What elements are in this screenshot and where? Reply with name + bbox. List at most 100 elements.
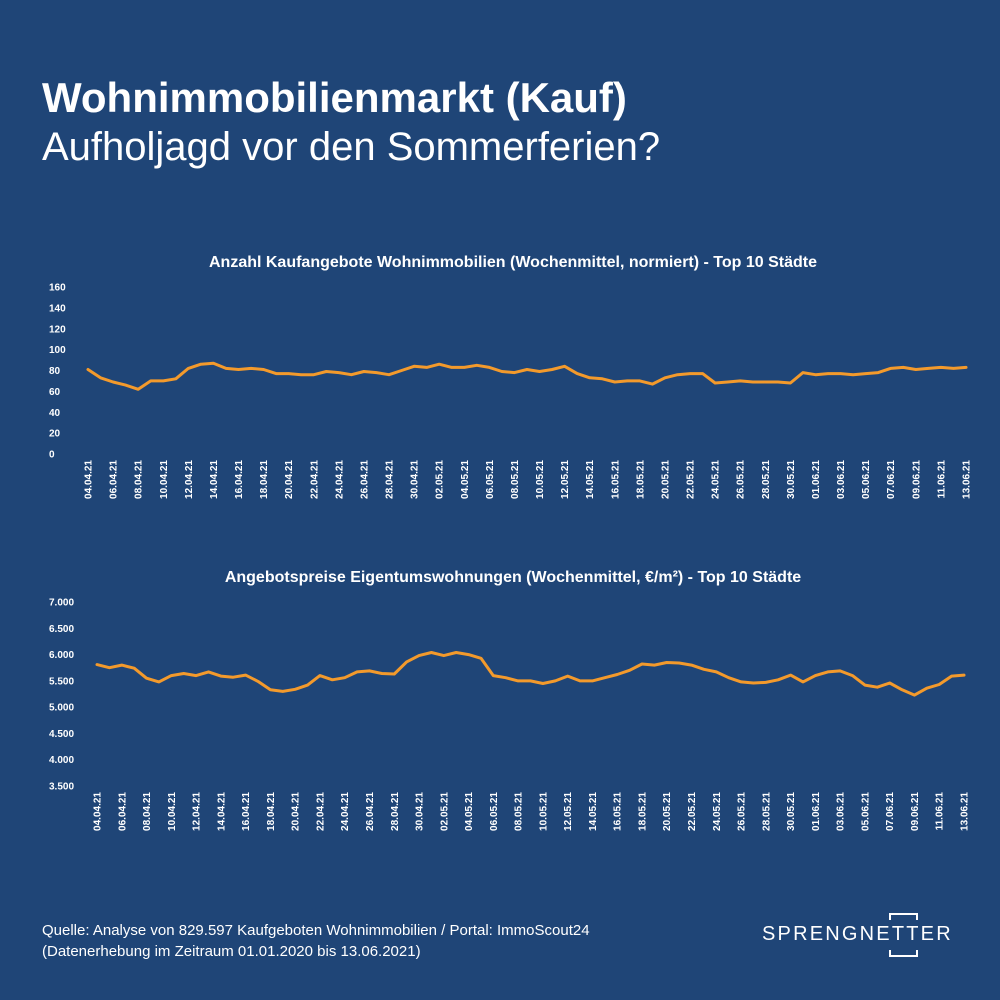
x-tick-label: 12.05.21 <box>560 460 571 499</box>
data-point <box>294 688 297 691</box>
data-point <box>425 366 428 369</box>
data-point <box>108 666 111 669</box>
x-tick-label: 16.04.21 <box>241 792 252 831</box>
data-point <box>640 662 644 666</box>
x-tick-label: 05.06.21 <box>860 792 871 831</box>
data-point <box>287 372 290 375</box>
x-tick-label: 14.05.21 <box>588 792 599 831</box>
data-point <box>939 366 943 369</box>
data-point <box>500 370 504 373</box>
data-point <box>504 676 507 679</box>
data-point <box>914 368 917 371</box>
x-tick-label: 08.05.21 <box>510 460 521 499</box>
data-point <box>616 673 619 676</box>
x-tick-label: 06.04.21 <box>109 460 120 499</box>
data-point <box>187 367 190 370</box>
x-tick-label: 18.04.21 <box>259 460 270 499</box>
data-point <box>538 370 541 373</box>
data-point <box>554 679 557 683</box>
x-tick-label: 14.04.21 <box>216 792 227 831</box>
x-tick-label: 26.04.21 <box>365 792 376 831</box>
y-tick-label: 160 <box>49 283 66 294</box>
x-tick-label: 12.04.21 <box>184 460 195 499</box>
data-point <box>576 372 579 375</box>
x-tick-label: 22.05.21 <box>686 460 697 499</box>
x-tick-label: 11.06.21 <box>936 460 947 499</box>
x-tick-label: 13.06.21 <box>960 792 971 831</box>
y-tick-label: 6.500 <box>49 624 74 635</box>
x-tick-label: 10.05.21 <box>538 792 549 831</box>
logo-bracket-icon <box>889 913 918 957</box>
data-point <box>764 380 767 384</box>
data-point <box>925 687 928 690</box>
data-point <box>237 368 240 371</box>
data-point <box>99 376 102 379</box>
data-point <box>727 676 730 679</box>
x-tick-label: 16.05.21 <box>610 460 621 499</box>
data-point <box>826 372 830 375</box>
data-point <box>274 372 278 375</box>
x-tick-label: 28.04.21 <box>390 792 401 831</box>
sprengnetter-logo: SPRENGNETTER <box>762 910 951 960</box>
x-tick-label: 04.04.21 <box>93 792 104 831</box>
data-point <box>450 366 453 369</box>
source-line: Quelle: Analyse von 829.597 Kaufgeboten … <box>42 922 590 939</box>
data-point <box>752 681 755 685</box>
x-tick-label: 02.05.21 <box>439 792 450 831</box>
data-point <box>412 365 416 368</box>
data-point <box>601 377 604 380</box>
x-tick-label: 18.05.21 <box>635 460 646 499</box>
data-point <box>492 674 495 677</box>
data-point <box>467 653 470 656</box>
x-tick-label: 22.04.21 <box>309 460 320 499</box>
data-point <box>677 661 681 665</box>
data-point <box>86 368 90 371</box>
data-point <box>715 670 718 674</box>
data-point <box>387 373 391 376</box>
data-point <box>653 663 656 667</box>
x-tick-label: 03.06.21 <box>836 792 847 831</box>
data-point <box>262 368 265 371</box>
source-note: Quelle: Analyse von 829.597 Kaufgeboten … <box>42 920 590 962</box>
x-tick-label: 03.06.21 <box>836 460 847 499</box>
x-tick-label: 06.04.21 <box>117 792 128 831</box>
y-tick-label: 3.500 <box>49 782 74 793</box>
chart-title: Anzahl Kaufangebote Wohnimmobilien (Woch… <box>209 254 817 271</box>
data-point <box>417 654 421 657</box>
x-tick-label: 01.06.21 <box>811 792 822 831</box>
page-title: Wohnimmobilienmarkt (Kauf) <box>42 74 627 121</box>
data-point <box>739 379 742 383</box>
x-tick-label: 30.04.21 <box>410 460 421 499</box>
x-tick-label: 10.05.21 <box>535 460 546 499</box>
x-tick-label: 12.05.21 <box>563 792 574 831</box>
x-tick-label: 14.04.21 <box>209 460 220 499</box>
data-point <box>362 370 366 373</box>
x-tick-label: 10.04.21 <box>167 792 178 831</box>
y-tick-label: 60 <box>49 387 61 398</box>
x-tick-label: 04.05.21 <box>464 792 475 831</box>
y-tick-label: 40 <box>49 408 61 419</box>
data-point <box>149 379 152 383</box>
data-point <box>789 673 792 677</box>
data-point <box>701 372 704 375</box>
y-tick-label: 5.000 <box>49 703 74 714</box>
x-tick-label: 26.04.21 <box>359 460 370 499</box>
data-point <box>170 674 173 677</box>
x-tick-label: 22.05.21 <box>687 792 698 831</box>
y-tick-label: 0 <box>49 450 55 461</box>
data-point <box>337 371 341 374</box>
x-tick-label: 06.05.21 <box>489 792 500 831</box>
data-point <box>244 673 247 677</box>
x-tick-label: 28.05.21 <box>761 792 772 831</box>
y-tick-label: 80 <box>49 366 61 377</box>
x-tick-label: 30.05.21 <box>786 792 797 831</box>
x-tick-label: 22.04.21 <box>315 792 326 831</box>
data-point <box>962 673 966 677</box>
data-point <box>405 660 408 664</box>
logo-text: SPRENGNETTER <box>762 923 953 945</box>
x-tick-label: 30.04.21 <box>415 792 426 831</box>
data-point <box>789 381 792 385</box>
x-tick-label: 20.05.21 <box>660 460 671 499</box>
x-tick-label: 09.06.21 <box>911 460 922 499</box>
data-point <box>281 690 284 693</box>
